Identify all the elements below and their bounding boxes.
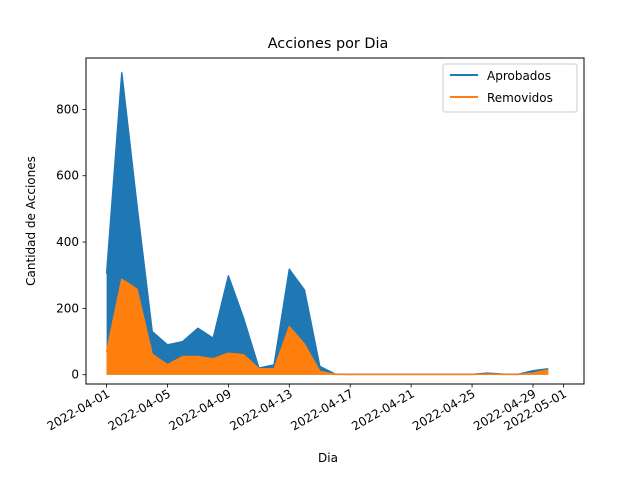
area-aprobados xyxy=(106,72,549,375)
line-aprobados xyxy=(105,72,549,376)
y-axis: 0 200 400 600 800 xyxy=(56,102,86,382)
y-axis-label: Cantidad de Acciones xyxy=(24,156,38,286)
chart-title: Acciones por Dia xyxy=(268,36,389,52)
x-axis-label: Dia xyxy=(318,451,338,465)
legend-label-removidos: Removidos xyxy=(487,91,553,105)
plot-frame xyxy=(85,57,585,385)
y-tick-label: 800 xyxy=(56,102,79,116)
line-removidos xyxy=(105,278,549,376)
x-tick-label: 2022-04-01 xyxy=(45,386,112,433)
x-tick-label: 2022-04-21 xyxy=(349,386,416,433)
series-layer xyxy=(105,72,549,376)
x-tick-label: 2022-04-25 xyxy=(410,386,477,433)
legend-label-aprobados: Aprobados xyxy=(487,69,551,83)
legend: Aprobados Removidos xyxy=(442,63,578,113)
x-tick-label: 2022-04-13 xyxy=(227,386,294,433)
y-tick-label: 0 xyxy=(71,368,79,382)
x-axis: 2022-04-012022-04-052022-04-092022-04-13… xyxy=(45,384,569,433)
y-tick-label: 400 xyxy=(56,235,79,249)
y-tick-label: 200 xyxy=(56,301,79,315)
x-tick-label: 2022-04-17 xyxy=(288,386,355,433)
x-tick-label: 2022-04-05 xyxy=(106,386,173,433)
y-tick-label: 600 xyxy=(56,169,79,183)
area-removidos xyxy=(106,279,549,375)
x-tick-label: 2022-04-09 xyxy=(166,386,233,433)
